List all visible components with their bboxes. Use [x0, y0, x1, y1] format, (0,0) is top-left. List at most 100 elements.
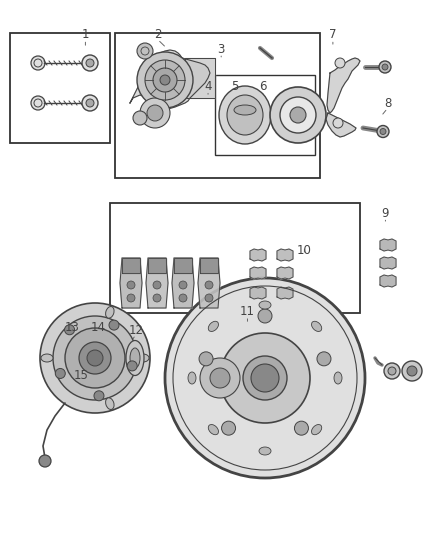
Ellipse shape	[137, 354, 149, 362]
Polygon shape	[380, 257, 396, 269]
Circle shape	[205, 281, 213, 289]
Ellipse shape	[219, 86, 271, 144]
Circle shape	[205, 294, 213, 302]
Circle shape	[179, 294, 187, 302]
Ellipse shape	[259, 301, 271, 309]
Ellipse shape	[234, 105, 256, 115]
Circle shape	[145, 60, 185, 100]
Polygon shape	[326, 113, 356, 137]
Circle shape	[94, 391, 104, 401]
Circle shape	[31, 56, 45, 70]
Polygon shape	[148, 258, 166, 273]
Circle shape	[140, 98, 170, 128]
Circle shape	[220, 333, 310, 423]
Text: 6: 6	[259, 80, 267, 93]
Circle shape	[294, 421, 308, 435]
Text: 10: 10	[297, 244, 312, 257]
Circle shape	[317, 352, 331, 366]
Polygon shape	[120, 258, 142, 308]
Polygon shape	[172, 258, 194, 308]
Circle shape	[127, 361, 137, 371]
Circle shape	[82, 55, 98, 71]
Circle shape	[86, 99, 94, 107]
Circle shape	[153, 294, 161, 302]
Text: 5: 5	[231, 80, 238, 93]
Circle shape	[109, 320, 119, 330]
Circle shape	[335, 58, 345, 68]
Bar	[215, 75, 315, 155]
Circle shape	[333, 118, 343, 128]
Text: 15: 15	[74, 369, 88, 382]
Ellipse shape	[311, 424, 322, 435]
Polygon shape	[380, 275, 396, 287]
Polygon shape	[250, 249, 266, 261]
Circle shape	[82, 95, 98, 111]
Circle shape	[243, 356, 287, 400]
Circle shape	[280, 97, 316, 133]
Polygon shape	[380, 239, 396, 251]
Polygon shape	[327, 58, 360, 113]
Circle shape	[377, 125, 389, 138]
Circle shape	[199, 352, 213, 366]
Circle shape	[165, 278, 365, 478]
Circle shape	[407, 366, 417, 376]
Ellipse shape	[41, 354, 53, 362]
Text: 1: 1	[81, 28, 89, 41]
Circle shape	[86, 59, 94, 67]
Polygon shape	[250, 287, 266, 299]
Circle shape	[39, 455, 51, 467]
Polygon shape	[130, 50, 210, 111]
Text: 3: 3	[218, 43, 225, 55]
Circle shape	[379, 61, 391, 73]
Text: 11: 11	[240, 305, 255, 318]
Ellipse shape	[311, 321, 322, 332]
Text: 12: 12	[128, 324, 143, 337]
Circle shape	[258, 309, 272, 323]
Polygon shape	[174, 258, 192, 273]
Ellipse shape	[208, 321, 219, 332]
Ellipse shape	[130, 348, 140, 368]
Circle shape	[64, 325, 74, 335]
Ellipse shape	[227, 95, 263, 135]
Text: 13: 13	[65, 321, 80, 334]
Text: 4: 4	[204, 80, 212, 93]
Circle shape	[55, 368, 65, 378]
Circle shape	[53, 316, 137, 400]
Circle shape	[137, 52, 193, 108]
Ellipse shape	[334, 372, 342, 384]
Ellipse shape	[106, 398, 114, 409]
Polygon shape	[198, 258, 220, 308]
Circle shape	[31, 96, 45, 110]
Circle shape	[290, 107, 306, 123]
Circle shape	[200, 358, 240, 398]
Polygon shape	[215, 303, 250, 453]
Bar	[110, 203, 360, 313]
Circle shape	[153, 68, 177, 92]
Ellipse shape	[208, 424, 219, 435]
Text: 2: 2	[154, 28, 162, 41]
Circle shape	[210, 368, 230, 388]
Circle shape	[137, 43, 153, 59]
Text: 8: 8	[384, 98, 391, 110]
Circle shape	[380, 128, 386, 134]
Circle shape	[147, 105, 163, 121]
Text: 9: 9	[381, 207, 389, 220]
Bar	[115, 33, 320, 178]
Circle shape	[251, 364, 279, 392]
Circle shape	[65, 328, 125, 388]
Circle shape	[270, 87, 326, 143]
Polygon shape	[250, 267, 266, 279]
Polygon shape	[122, 258, 140, 273]
Bar	[10, 33, 110, 143]
Polygon shape	[277, 267, 293, 279]
Polygon shape	[200, 258, 218, 273]
Circle shape	[402, 361, 422, 381]
Polygon shape	[185, 58, 215, 98]
Circle shape	[384, 363, 400, 379]
Ellipse shape	[106, 306, 114, 318]
Circle shape	[127, 281, 135, 289]
Polygon shape	[146, 258, 168, 308]
Text: 7: 7	[329, 28, 337, 41]
Circle shape	[87, 350, 103, 366]
Polygon shape	[277, 287, 293, 299]
